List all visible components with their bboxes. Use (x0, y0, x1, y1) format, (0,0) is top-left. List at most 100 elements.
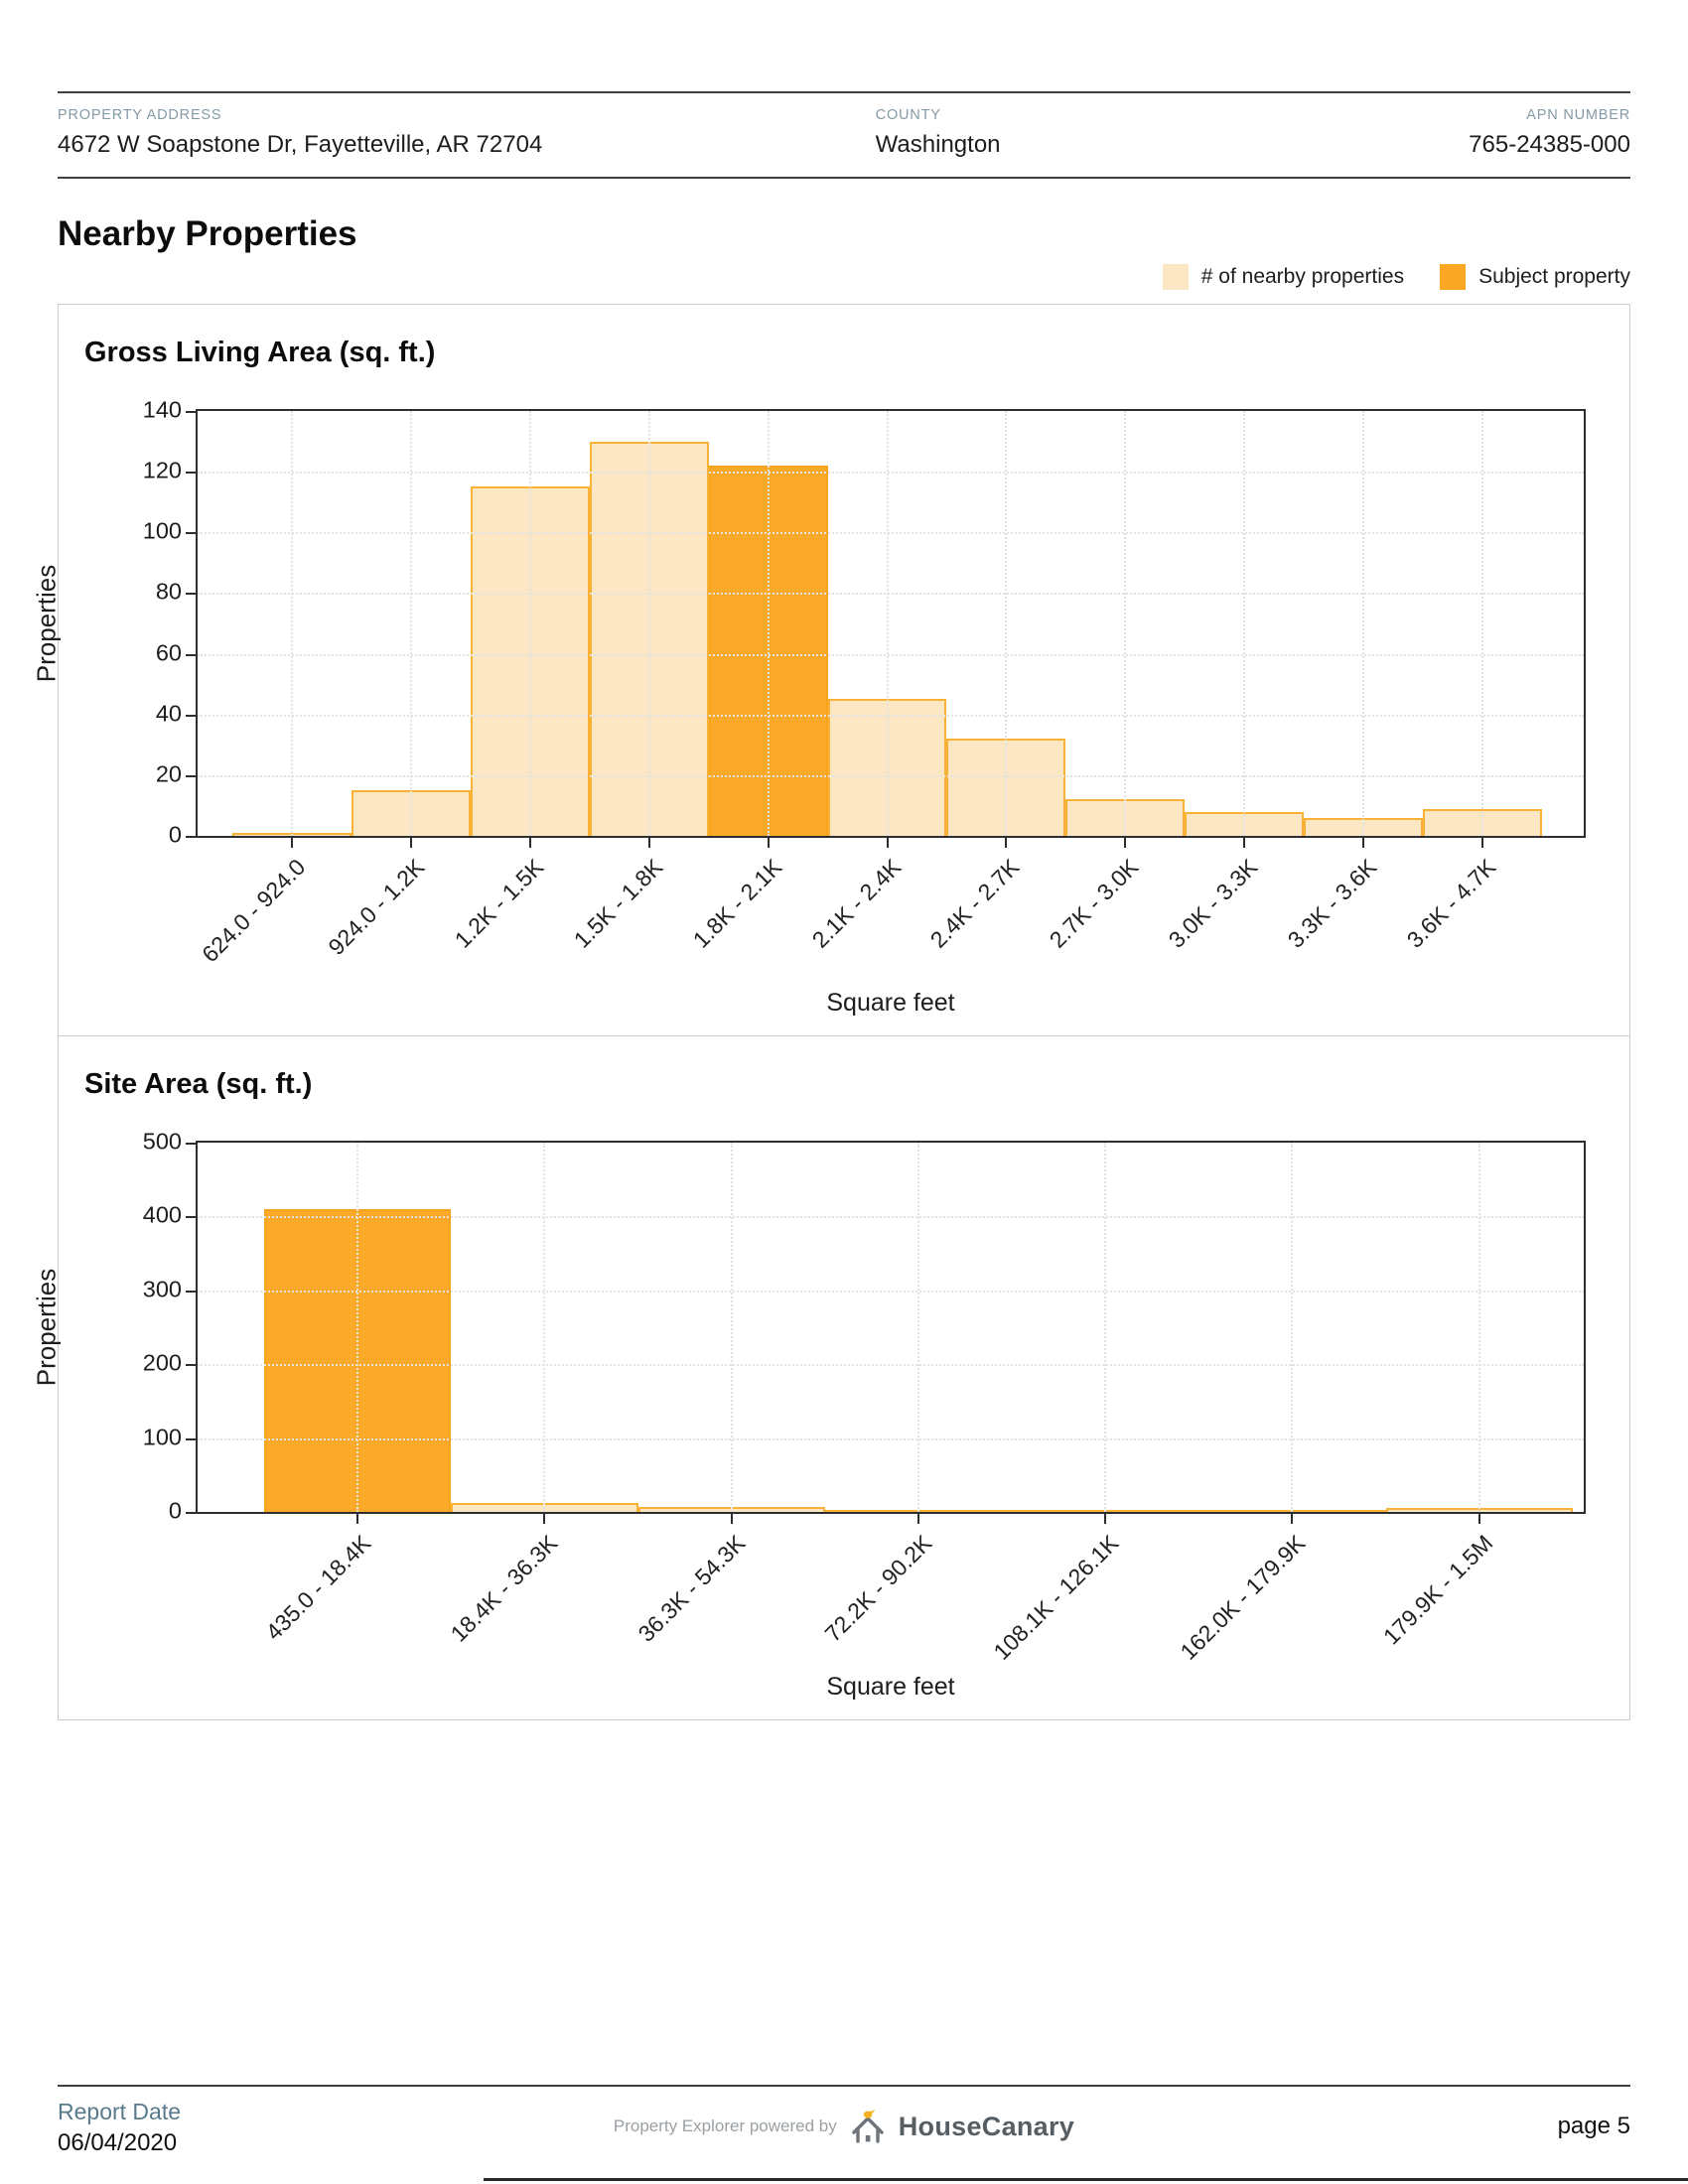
v-gridline (916, 1143, 919, 1512)
x-tick-mark (916, 1514, 919, 1524)
property-address-block: PROPERTY ADDRESS 4672 W Soapstone Dr, Fa… (58, 107, 876, 159)
y-axis-label: Properties (31, 564, 62, 683)
y-tick-mark (186, 411, 196, 413)
v-gridline (1291, 1143, 1294, 1512)
h-gridline (198, 1437, 1584, 1440)
y-tick-mark (186, 1512, 196, 1514)
x-tick-mark (543, 1514, 546, 1524)
legend-nearby: # of nearby properties (1162, 264, 1405, 290)
y-tick-mark (186, 532, 196, 535)
page-edge-line (484, 2178, 1688, 2181)
y-tick-mark (186, 472, 196, 475)
subject-swatch-icon (1440, 264, 1467, 290)
apn-label: APN NUMBER (1526, 107, 1630, 123)
h-gridline (198, 472, 1584, 475)
y-tick-mark (186, 1143, 196, 1145)
y-tick-mark (186, 774, 196, 777)
gross-living-area-plot-wrap: Properties 0 20 40 60 80 100 120 140 624.0 - 924… (32, 396, 1586, 1018)
y-tick-label: 40 (155, 700, 182, 727)
county-label: COUNTY (875, 107, 941, 123)
legend-subject-label: Subject property (1478, 265, 1630, 288)
charts-panel: Gross Living Area (sq. ft.) Properties 0… (32, 304, 1630, 1720)
panel-divider (59, 1035, 1629, 1036)
y-tick-mark (186, 1216, 196, 1219)
v-gridline (1362, 411, 1365, 836)
page-title: Nearby Properties (58, 214, 357, 253)
y-tick-mark (186, 836, 196, 838)
v-gridline (290, 411, 293, 836)
v-gridline (1243, 411, 1246, 836)
x-tick-mark (767, 838, 770, 848)
y-tick-label: 0 (168, 821, 182, 848)
y-tick-label: 140 (142, 396, 182, 423)
v-gridline (730, 1143, 733, 1512)
county-block: COUNTY Washington (876, 107, 1301, 159)
page-number: page 5 (1557, 2113, 1630, 2139)
y-tick-label: 100 (142, 517, 182, 544)
x-tick-mark (1104, 1514, 1107, 1524)
chart-title-gross-living-area: Gross Living Area (sq. ft.) (84, 337, 436, 368)
gross-living-area-plot: Properties 0 20 40 60 80 100 120 140 624.0 - 924… (32, 396, 1586, 967)
v-gridline (767, 411, 770, 836)
x-tick-mark (730, 1514, 733, 1524)
h-gridline (198, 653, 1584, 656)
x-axis-label: Square feet (826, 1673, 955, 1701)
v-gridline (543, 1143, 546, 1512)
x-tick-mark (528, 838, 531, 848)
y-tick-label: 80 (155, 578, 182, 605)
h-gridline (198, 593, 1584, 596)
h-gridline (198, 774, 1584, 777)
y-tick-label: 0 (168, 1497, 182, 1524)
y-tick-label: 120 (142, 457, 182, 483)
x-tick-mark (1291, 1514, 1294, 1524)
report-header: PROPERTY ADDRESS 4672 W Soapstone Dr, Fa… (58, 91, 1630, 179)
site-area-plot: Properties 0 100 200 300 400 500 435.0 - 18.4K… (32, 1128, 1586, 1665)
v-gridline (1104, 1143, 1107, 1512)
y-tick-mark (186, 653, 196, 656)
x-tick-mark (356, 1514, 359, 1524)
chart-legend: # of nearby properties Subject property (58, 264, 1630, 290)
x-tick-mark (409, 838, 412, 848)
v-gridline (528, 411, 531, 836)
gross-living-area-chart: Gross Living Area (sq. ft.) Properties 0… (32, 305, 1629, 1035)
x-tick-mark (1005, 838, 1008, 848)
y-tick-mark (186, 1364, 196, 1367)
report-footer: Report Date 06/04/2020 Property Explorer… (58, 2085, 1630, 2157)
branding-block: Property Explorer powered by HouseCanary (614, 2099, 1074, 2144)
v-gridline (1124, 411, 1127, 836)
x-tick-mark (290, 838, 293, 848)
report-date-label: Report Date (58, 2099, 182, 2124)
v-gridline (1481, 411, 1484, 836)
h-gridline (198, 1290, 1584, 1293)
y-tick-label: 300 (142, 1276, 182, 1302)
x-axis-label: Square feet (826, 989, 955, 1017)
apn-block: APN NUMBER 765-24385-000 (1300, 107, 1630, 159)
x-tick-mark (647, 838, 650, 848)
powered-by-text: Property Explorer powered by (613, 2116, 837, 2135)
housecanary-logo-icon (852, 2110, 884, 2143)
y-tick-label: 20 (155, 760, 182, 787)
h-gridline (198, 532, 1584, 535)
x-tick-mark (1362, 838, 1365, 848)
x-tick-mark (1481, 838, 1484, 848)
v-gridline (1477, 1143, 1480, 1512)
v-gridline (1005, 411, 1008, 836)
y-tick-mark (186, 1437, 196, 1440)
report-date-value: 06/04/2020 (58, 2129, 178, 2156)
y-tick-label: 100 (142, 1424, 182, 1450)
property-address-value: 4672 W Soapstone Dr, Fayetteville, AR 72… (58, 131, 543, 158)
x-tick-mark (1243, 838, 1246, 848)
y-tick-mark (186, 714, 196, 717)
apn-value: 765-24385-000 (1469, 131, 1630, 158)
y-tick-label: 500 (142, 1128, 182, 1155)
chart-title-site-area: Site Area (sq. ft.) (84, 1068, 313, 1100)
report-date-block: Report Date 06/04/2020 (58, 2099, 451, 2157)
site-area-plot-wrap: Properties 0 100 200 300 400 500 435.0 - 18.4K… (32, 1128, 1586, 1702)
y-tick-mark (186, 1290, 196, 1293)
y-tick-mark (186, 593, 196, 596)
y-axis-label: Properties (31, 1268, 62, 1387)
y-tick-label: 400 (142, 1201, 182, 1228)
v-gridline (356, 1143, 359, 1512)
v-gridline (409, 411, 412, 836)
legend-nearby-label: # of nearby properties (1200, 265, 1405, 288)
